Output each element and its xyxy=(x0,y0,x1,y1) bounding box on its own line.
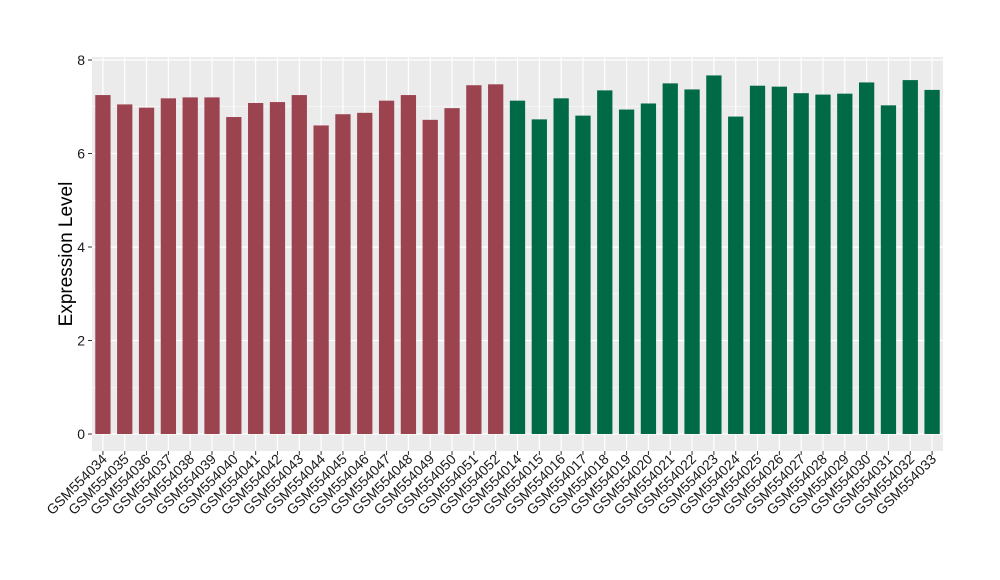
bar xyxy=(269,102,286,434)
bar xyxy=(771,86,787,435)
bar xyxy=(117,104,133,434)
bar xyxy=(640,103,657,434)
bar xyxy=(793,93,809,434)
bar xyxy=(531,119,547,434)
bar xyxy=(248,103,264,434)
bars xyxy=(95,75,940,435)
bar xyxy=(335,114,351,434)
bar xyxy=(160,98,177,435)
bar xyxy=(313,125,329,434)
y-tick-label: 6 xyxy=(77,146,85,162)
bar xyxy=(204,97,220,435)
bar xyxy=(858,82,875,434)
y-axis: 0 2 4 6 8 xyxy=(77,52,92,442)
bar xyxy=(728,116,744,434)
bar xyxy=(597,90,613,434)
bar xyxy=(880,105,897,434)
bar xyxy=(226,117,242,434)
y-tick-label: 2 xyxy=(77,333,85,349)
bar xyxy=(422,119,438,434)
bar xyxy=(553,98,569,435)
y-tick-label: 4 xyxy=(77,239,85,255)
bar xyxy=(706,75,722,435)
bar xyxy=(291,95,307,434)
y-tick-label: 8 xyxy=(77,52,85,68)
bar xyxy=(749,85,766,435)
bar xyxy=(662,83,678,434)
bar xyxy=(902,80,918,434)
bar xyxy=(815,94,831,434)
y-tick-label: 0 xyxy=(77,426,85,442)
bar xyxy=(924,89,940,435)
bar xyxy=(837,93,853,434)
bar xyxy=(488,84,504,434)
bar xyxy=(618,109,635,435)
x-axis: GSM554034GSM554035GSM554036GSM554037GSM5… xyxy=(43,451,939,518)
bar xyxy=(400,95,417,434)
bar xyxy=(466,85,482,435)
bar xyxy=(182,97,198,435)
bar xyxy=(444,108,460,434)
bar xyxy=(378,100,395,435)
bar xyxy=(509,100,526,435)
bar xyxy=(575,115,591,434)
bar xyxy=(138,107,155,434)
y-axis-title: Expression Level xyxy=(56,182,77,327)
bar xyxy=(95,95,111,434)
bar xyxy=(684,89,700,434)
bar xyxy=(357,112,373,434)
